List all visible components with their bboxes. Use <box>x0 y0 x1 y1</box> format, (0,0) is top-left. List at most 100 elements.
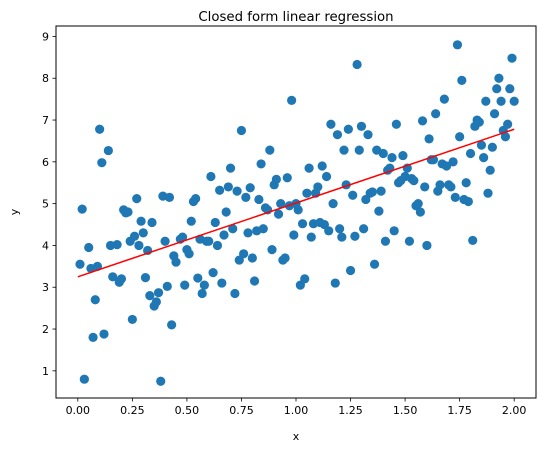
scatter-point-172 <box>457 75 467 85</box>
scatter-point-58 <box>208 268 218 278</box>
scatter-point-39 <box>164 192 175 202</box>
scatter-series <box>75 40 519 386</box>
scatter-point-152 <box>413 199 423 209</box>
scatter-point-106 <box>313 182 323 192</box>
scatter-point-85 <box>267 245 277 255</box>
scatter-point-142 <box>391 119 401 129</box>
scatter-point-129 <box>363 130 373 140</box>
scatter-point-131 <box>367 187 377 197</box>
plot-area <box>75 40 519 386</box>
x-tick-label-6: 1.25 <box>338 404 363 417</box>
x-tick-label-4: 0.75 <box>229 404 254 417</box>
scatter-point-140 <box>387 153 397 163</box>
scatter-point-64 <box>221 207 231 217</box>
scatter-point-22 <box>127 314 137 325</box>
scatter-point-27 <box>138 228 148 238</box>
scatter-point-50 <box>191 194 201 204</box>
scatter-point-111 <box>324 226 334 236</box>
scatter-point-124 <box>352 59 362 70</box>
y-tick-label-5: 5 <box>42 198 49 211</box>
scatter-point-69 <box>232 186 242 196</box>
y-tick-label-9: 9 <box>42 30 49 43</box>
scatter-point-154 <box>417 116 428 126</box>
scatter-point-45 <box>180 280 190 290</box>
scatter-point-164 <box>439 94 449 104</box>
scatter-point-165 <box>441 161 452 171</box>
scatter-point-184 <box>483 188 493 198</box>
scatter-point-189 <box>494 73 504 83</box>
scatter-point-188 <box>492 84 502 94</box>
regression-line <box>77 128 515 278</box>
scatter-point-48 <box>186 216 196 226</box>
scatter-point-10 <box>97 158 107 168</box>
scatter-point-185 <box>485 165 495 175</box>
scatter-point-187 <box>489 109 500 119</box>
scatter-point-2 <box>77 204 87 214</box>
scatter-point-11 <box>99 329 109 339</box>
scatter-point-101 <box>302 188 312 198</box>
scatter-point-102 <box>304 163 314 173</box>
scatter-point-7 <box>90 295 100 305</box>
chart-title: Closed form linear regression <box>198 10 393 25</box>
scatter-point-6 <box>88 332 98 342</box>
scatter-point-42 <box>171 257 181 267</box>
scatter-point-162 <box>435 180 445 190</box>
scatter-point-9 <box>95 124 105 134</box>
scatter-point-160 <box>431 109 441 119</box>
scatter-point-127 <box>359 224 369 234</box>
scatter-point-15 <box>112 240 122 250</box>
scatter-point-38 <box>162 281 172 291</box>
scatter-point-31 <box>147 217 157 228</box>
scatter-point-175 <box>463 196 473 207</box>
scatter-point-103 <box>306 232 316 242</box>
scatter-point-145 <box>398 150 408 161</box>
y-tick-label-6: 6 <box>42 156 49 169</box>
scatter-point-135 <box>376 186 386 196</box>
scatter-point-180 <box>474 117 484 127</box>
scatter-point-171 <box>455 132 465 142</box>
scatter-point-44 <box>177 232 188 242</box>
scatter-point-190 <box>496 96 506 106</box>
y-tick-label-3: 3 <box>42 281 49 294</box>
scatter-point-35 <box>156 376 166 386</box>
scatter-point-76 <box>247 253 257 263</box>
scatter-point-26 <box>136 216 146 226</box>
scatter-point-125 <box>354 145 364 155</box>
scatter-point-81 <box>258 224 268 234</box>
scatter-point-196 <box>509 96 519 106</box>
y-axis-label: y <box>8 208 21 215</box>
scatter-point-150 <box>409 176 419 186</box>
scatter-point-97 <box>293 205 303 215</box>
scatter-point-68 <box>230 288 240 299</box>
scatter-point-183 <box>481 96 491 106</box>
scatter-point-3 <box>79 374 89 384</box>
scatter-point-174 <box>461 178 471 188</box>
scatter-point-80 <box>256 159 266 169</box>
scatter-point-59 <box>210 217 220 228</box>
scatter-point-17 <box>116 274 127 284</box>
scatter-point-92 <box>282 173 292 183</box>
scatter-point-169 <box>450 192 460 202</box>
scatter-point-123 <box>350 231 360 241</box>
scatter-point-167 <box>446 182 456 192</box>
x-tick-label-2: 0.25 <box>120 404 145 417</box>
scatter-point-182 <box>479 153 489 163</box>
scatter-point-62 <box>217 278 227 288</box>
scatter-point-121 <box>345 265 356 276</box>
scatter-point-1 <box>75 259 85 269</box>
scatter-point-67 <box>228 224 238 234</box>
scatter-point-72 <box>239 249 249 259</box>
scatter-point-192 <box>500 132 511 142</box>
scatter-point-75 <box>245 183 255 193</box>
scatter-point-170 <box>452 40 463 50</box>
scatter-point-95 <box>289 230 299 240</box>
scatter-point-100 <box>300 274 310 284</box>
scatter-point-148 <box>404 236 415 246</box>
x-tick-label-8: 1.75 <box>447 404 472 417</box>
scatter-point-153 <box>415 207 425 217</box>
y-axis: 1 2 3 4 5 6 7 8 9 <box>42 30 56 378</box>
scatter-point-155 <box>420 182 430 192</box>
scatter-point-117 <box>337 232 347 242</box>
scatter-point-134 <box>374 206 384 216</box>
scatter-point-137 <box>380 236 391 246</box>
